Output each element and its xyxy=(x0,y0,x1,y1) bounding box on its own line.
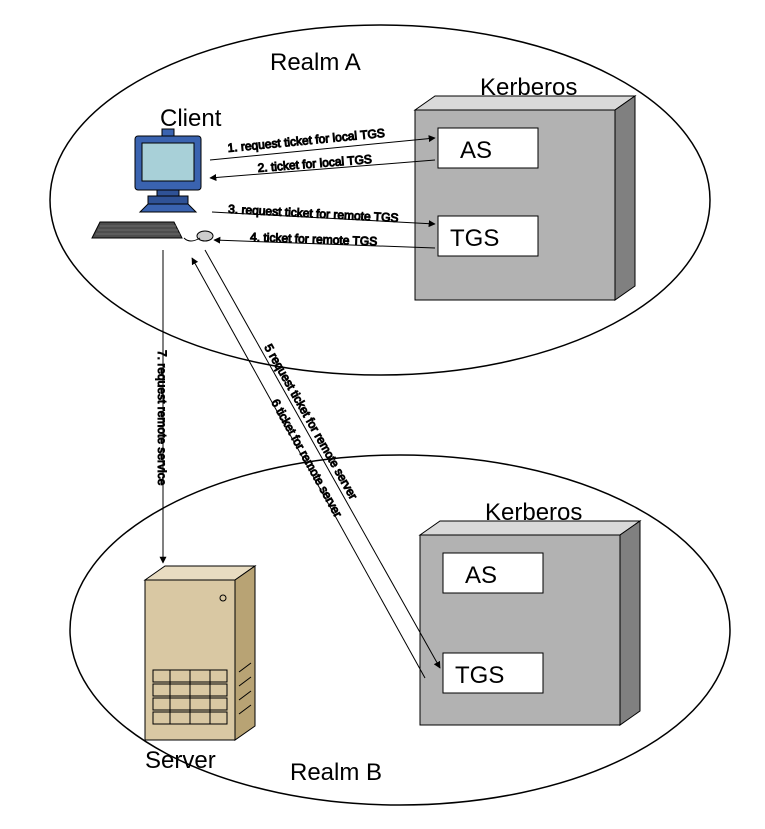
kerberos-b: Kerberos AS TGS xyxy=(420,499,640,725)
server-label: Server xyxy=(145,747,216,774)
kerberos-b-top xyxy=(420,521,640,535)
realm-a: Realm A Kerberos AS TGS Client xyxy=(50,25,710,375)
kerberos-b-side xyxy=(620,521,640,725)
as-label-a: AS xyxy=(460,137,492,164)
realm-b-title: Realm B xyxy=(290,759,382,786)
kerberos-a-top xyxy=(415,96,635,110)
kerberos-cross-realm-diagram: Realm A Kerberos AS TGS Client xyxy=(0,0,765,829)
arrow-7-label: 7. request remote service xyxy=(155,350,169,486)
kerberos-a-side xyxy=(615,96,635,300)
tgs-label-a: TGS xyxy=(450,225,499,252)
realm-a-title: Realm A xyxy=(270,49,361,76)
realm-b: Realm B Kerberos AS TGS xyxy=(70,455,730,805)
as-label-b: AS xyxy=(465,562,497,589)
tgs-label-b: TGS xyxy=(455,662,504,689)
server-icon xyxy=(145,566,255,740)
kerberos-a: Kerberos AS TGS xyxy=(415,74,635,300)
client-label: Client xyxy=(160,105,222,132)
